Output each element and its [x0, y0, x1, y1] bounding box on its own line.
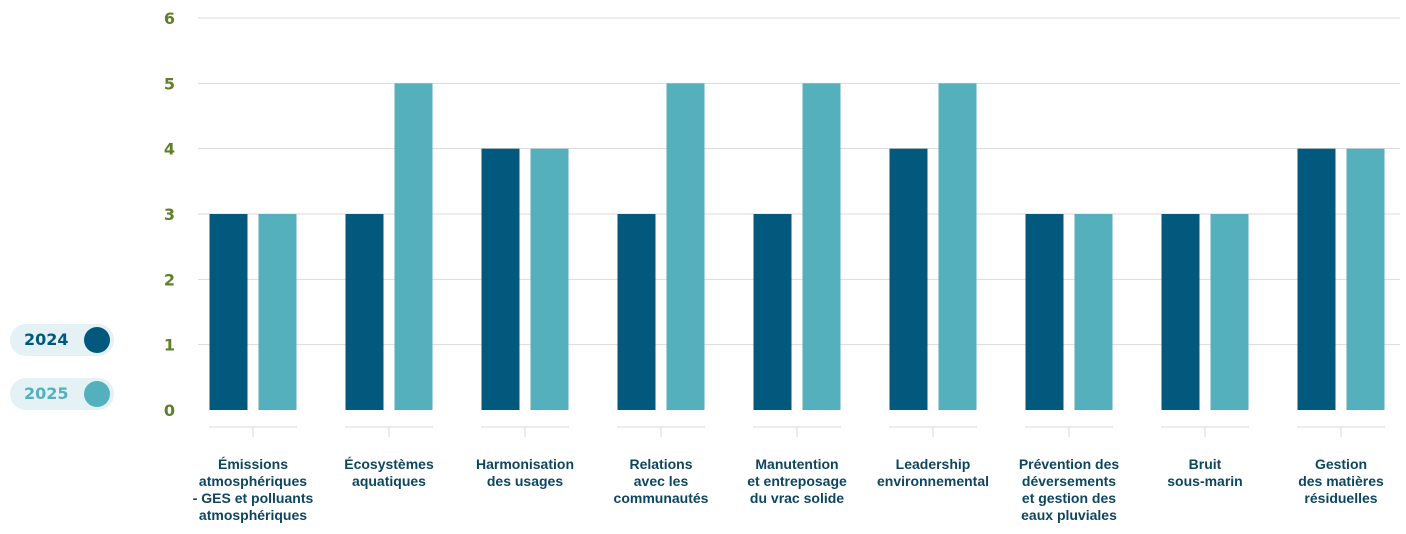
x-category-label: Gestion des matières résiduelles: [1298, 456, 1384, 506]
y-tick-label: 3: [164, 205, 175, 224]
bar-2024: [1297, 148, 1336, 410]
bar-2025: [666, 83, 705, 410]
bar-2025: [1346, 148, 1385, 410]
x-category-label: Relations avec les communautés: [614, 456, 709, 506]
bar-2024: [1025, 214, 1064, 410]
x-axis: Émissions atmosphériques - GES et polluant…: [193, 426, 1385, 523]
y-tick-label: 4: [164, 140, 175, 159]
legend-dot-2025: [84, 381, 110, 407]
y-tick-label: 6: [164, 9, 175, 28]
legend-label-2025: 2025: [24, 384, 69, 403]
bar-2024: [1161, 214, 1200, 410]
bar-2024: [209, 214, 248, 410]
x-category-label: Prévention des déversements et gestion des…: [1019, 456, 1120, 523]
legend-dot-2024: [84, 327, 110, 353]
x-category-label: Leadership environnemental: [877, 456, 989, 489]
bar-2024: [617, 214, 656, 410]
y-axis-ticks: 0 1 2 3 4 5 6: [164, 9, 175, 420]
x-category-label: Écosystèmes aquatiques: [344, 456, 434, 489]
bar-2025: [1210, 214, 1249, 410]
bar-2025: [938, 83, 977, 410]
x-category-label: Manutention et entreposage du vrac solide: [747, 456, 847, 506]
bar-2024: [481, 148, 520, 410]
legend-item-2025: 2025: [10, 378, 114, 410]
y-tick-label: 0: [164, 401, 175, 420]
bar-2024: [889, 148, 928, 410]
bar-2025: [802, 83, 841, 410]
y-tick-label: 2: [164, 270, 175, 289]
y-tick-label: 5: [164, 74, 175, 93]
bar-2025: [258, 214, 297, 410]
x-category-label: Harmonisation des usages: [476, 456, 574, 489]
bars: [209, 83, 1385, 410]
bar-2024: [753, 214, 792, 410]
x-category-label: Émissions atmosphériques - GES et polluant…: [193, 456, 314, 523]
legend-label-2024: 2024: [24, 330, 69, 349]
legend-item-2024: 2024: [10, 324, 114, 356]
bar-2025: [394, 83, 433, 410]
y-tick-label: 1: [164, 336, 175, 355]
bar-2024: [345, 214, 384, 410]
bar-2025: [530, 148, 569, 410]
x-category-label: Bruit sous-marin: [1167, 456, 1242, 489]
bar-2025: [1074, 214, 1113, 410]
